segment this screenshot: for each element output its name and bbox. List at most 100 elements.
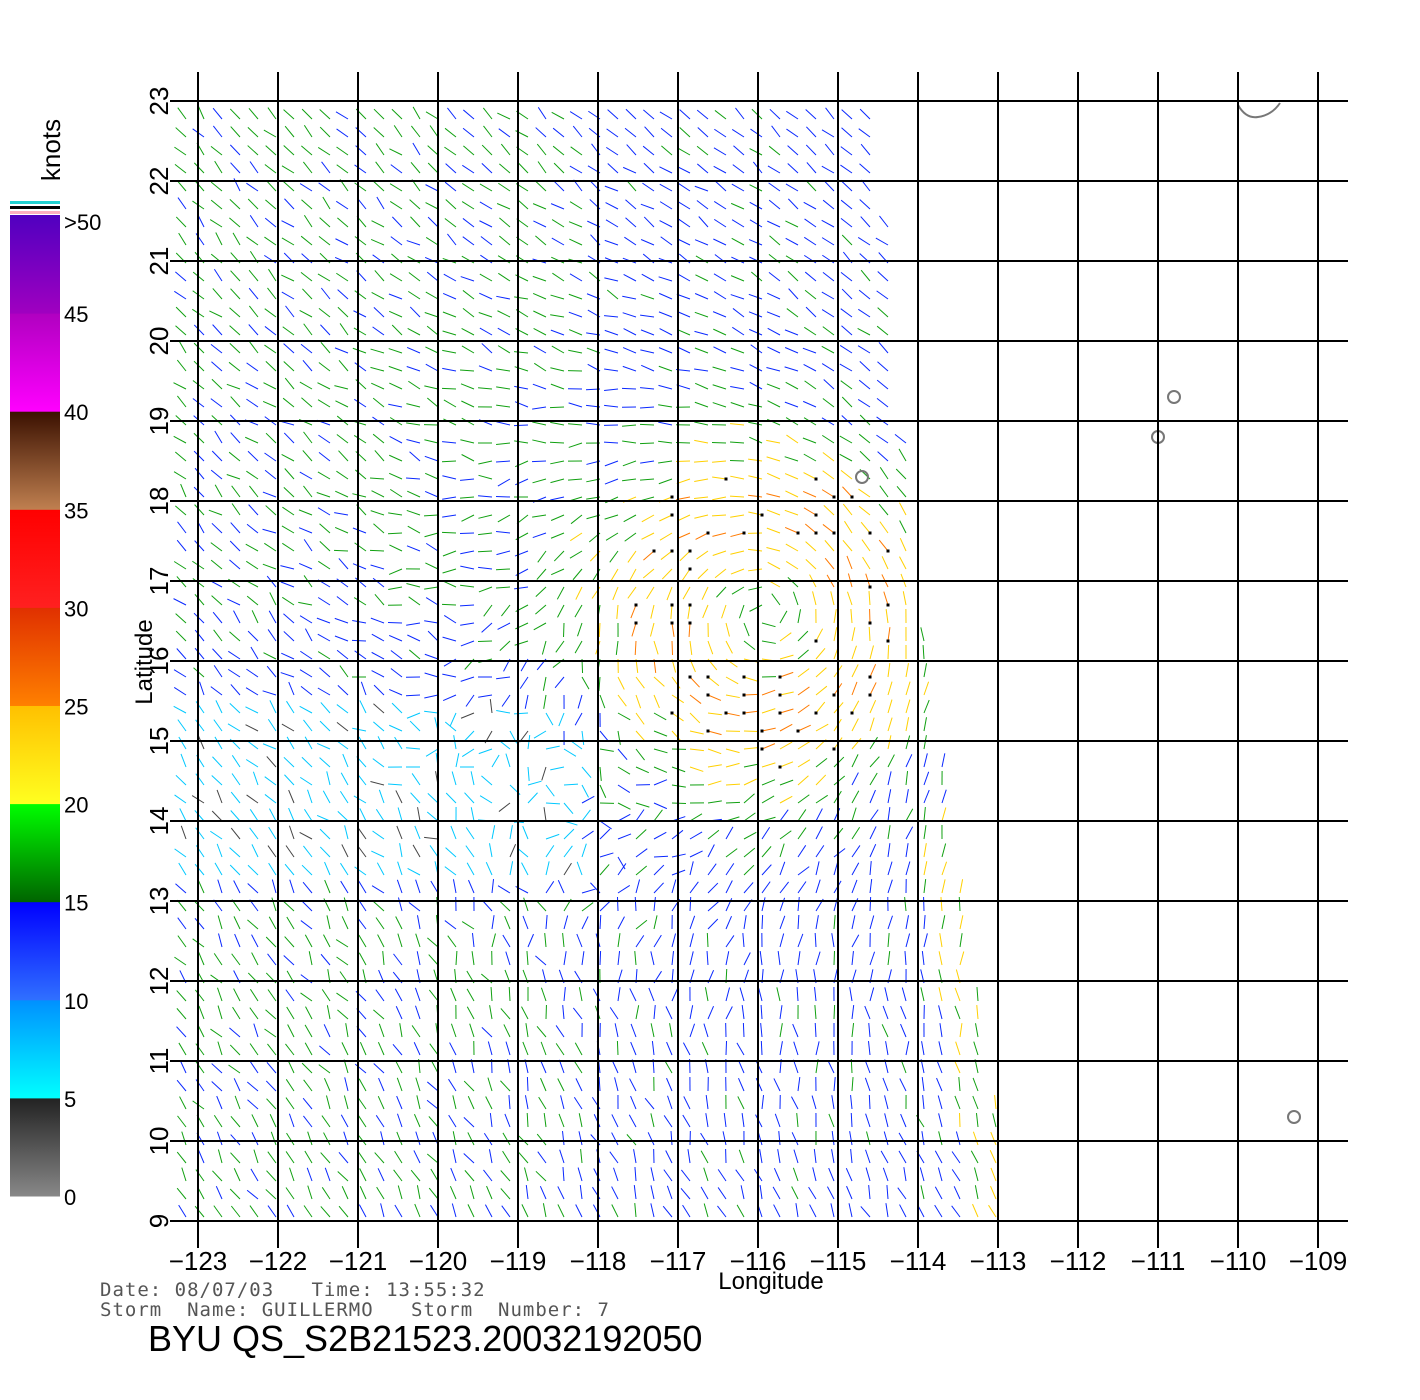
wind-vector — [623, 514, 637, 523]
wind-vector — [629, 1078, 637, 1092]
wind-vector — [974, 1185, 979, 1200]
wind-vector — [761, 846, 772, 858]
wind-vector — [733, 145, 745, 156]
wind-vector — [887, 699, 893, 714]
wind-vector — [797, 794, 810, 804]
wind-vector — [334, 347, 349, 354]
wind-vector — [409, 451, 421, 462]
wind-vector — [283, 901, 295, 912]
wind-vector — [371, 291, 385, 300]
wind-vector — [779, 1005, 783, 1020]
wind-vector — [703, 1203, 709, 1218]
wind-vector — [212, 1170, 223, 1182]
wind-vector — [211, 1063, 223, 1074]
wind-vector — [467, 1096, 475, 1110]
y-tick-label: 21 — [144, 247, 174, 276]
wind-vector — [875, 237, 889, 246]
wind-vector — [625, 199, 637, 210]
wind-vector — [175, 127, 187, 138]
wind-vector — [614, 1077, 619, 1092]
wind-vector — [216, 1131, 223, 1146]
wind-vector — [616, 604, 619, 619]
wind-vector — [444, 721, 457, 732]
wind-vector — [545, 881, 555, 894]
wind-vector — [522, 1041, 529, 1056]
wind-vector — [698, 216, 709, 228]
wind-vector — [230, 396, 241, 408]
wind-vector — [815, 685, 828, 696]
wind-vector — [525, 1023, 529, 1038]
wind-vector — [716, 586, 727, 598]
wind-vector — [815, 701, 826, 714]
wind-vector — [173, 686, 187, 696]
wind-vector — [193, 450, 205, 462]
wind-vector — [650, 1023, 655, 1038]
wind-vector — [604, 239, 619, 246]
wind-vector — [536, 900, 547, 912]
wind-vector — [284, 774, 295, 786]
wind-vector — [300, 992, 313, 1002]
wind-vector — [336, 649, 349, 660]
wind-vector — [851, 645, 857, 660]
wind-vector — [791, 1132, 799, 1146]
wind-vector — [821, 309, 835, 318]
wind-vector — [958, 1077, 961, 1092]
wind-vector — [320, 287, 331, 300]
wind-vector — [210, 199, 223, 210]
wind-vector — [318, 362, 331, 372]
wind-vector — [851, 934, 860, 948]
wind-vector — [769, 235, 781, 246]
y-tick-label: 14 — [144, 807, 174, 836]
wind-vector — [599, 864, 610, 876]
wind-vector — [858, 289, 871, 300]
wind-vector — [543, 694, 547, 709]
wind-vector — [738, 1149, 745, 1164]
wind-vector — [246, 398, 259, 408]
wind-vector — [496, 586, 511, 589]
wind-vector — [876, 290, 889, 300]
wind-vector — [391, 702, 403, 714]
wind-vector — [478, 365, 493, 372]
wind-vector — [397, 861, 403, 876]
wind-vector — [373, 181, 385, 192]
wind-vector — [319, 757, 331, 768]
wind-vector — [635, 802, 650, 808]
wind-vector — [353, 597, 367, 606]
wind-vector — [576, 861, 583, 876]
wind-vector — [526, 1076, 529, 1092]
wind-vector — [550, 460, 565, 465]
wind-vector — [821, 165, 835, 174]
wind-vector — [388, 293, 403, 300]
wind-vector — [216, 843, 223, 858]
x-tick-label: −118 — [570, 1246, 627, 1276]
wind-vector — [249, 341, 259, 354]
wind-vector — [869, 915, 875, 930]
wind-vector — [176, 359, 187, 372]
wind-vector — [541, 640, 547, 655]
wind-vector — [500, 1188, 511, 1200]
wind-vector — [514, 366, 529, 372]
wind-vector — [501, 694, 511, 707]
wind-vector — [249, 161, 259, 174]
wind-vector — [617, 833, 632, 840]
wind-vector — [248, 287, 259, 300]
wind-vector — [941, 915, 946, 930]
wind-vector — [955, 1131, 961, 1146]
wind-vector — [671, 622, 675, 637]
wind-vector — [766, 456, 781, 462]
wind-vector — [653, 802, 668, 810]
wind-vector — [792, 1167, 799, 1182]
wind-vector — [661, 568, 673, 580]
wind-vector — [178, 1204, 187, 1218]
wind-vector — [521, 1204, 529, 1218]
wind-vector — [743, 793, 755, 804]
wind-vector — [697, 568, 709, 580]
wind-vector — [887, 735, 892, 750]
wind-vector — [617, 712, 631, 721]
wind-vector — [633, 1149, 637, 1164]
wind-vector — [343, 1095, 349, 1110]
wind-vector — [653, 779, 668, 786]
wind-vector — [453, 735, 457, 750]
wind-vector — [229, 1188, 241, 1200]
wind-vector — [358, 736, 367, 750]
